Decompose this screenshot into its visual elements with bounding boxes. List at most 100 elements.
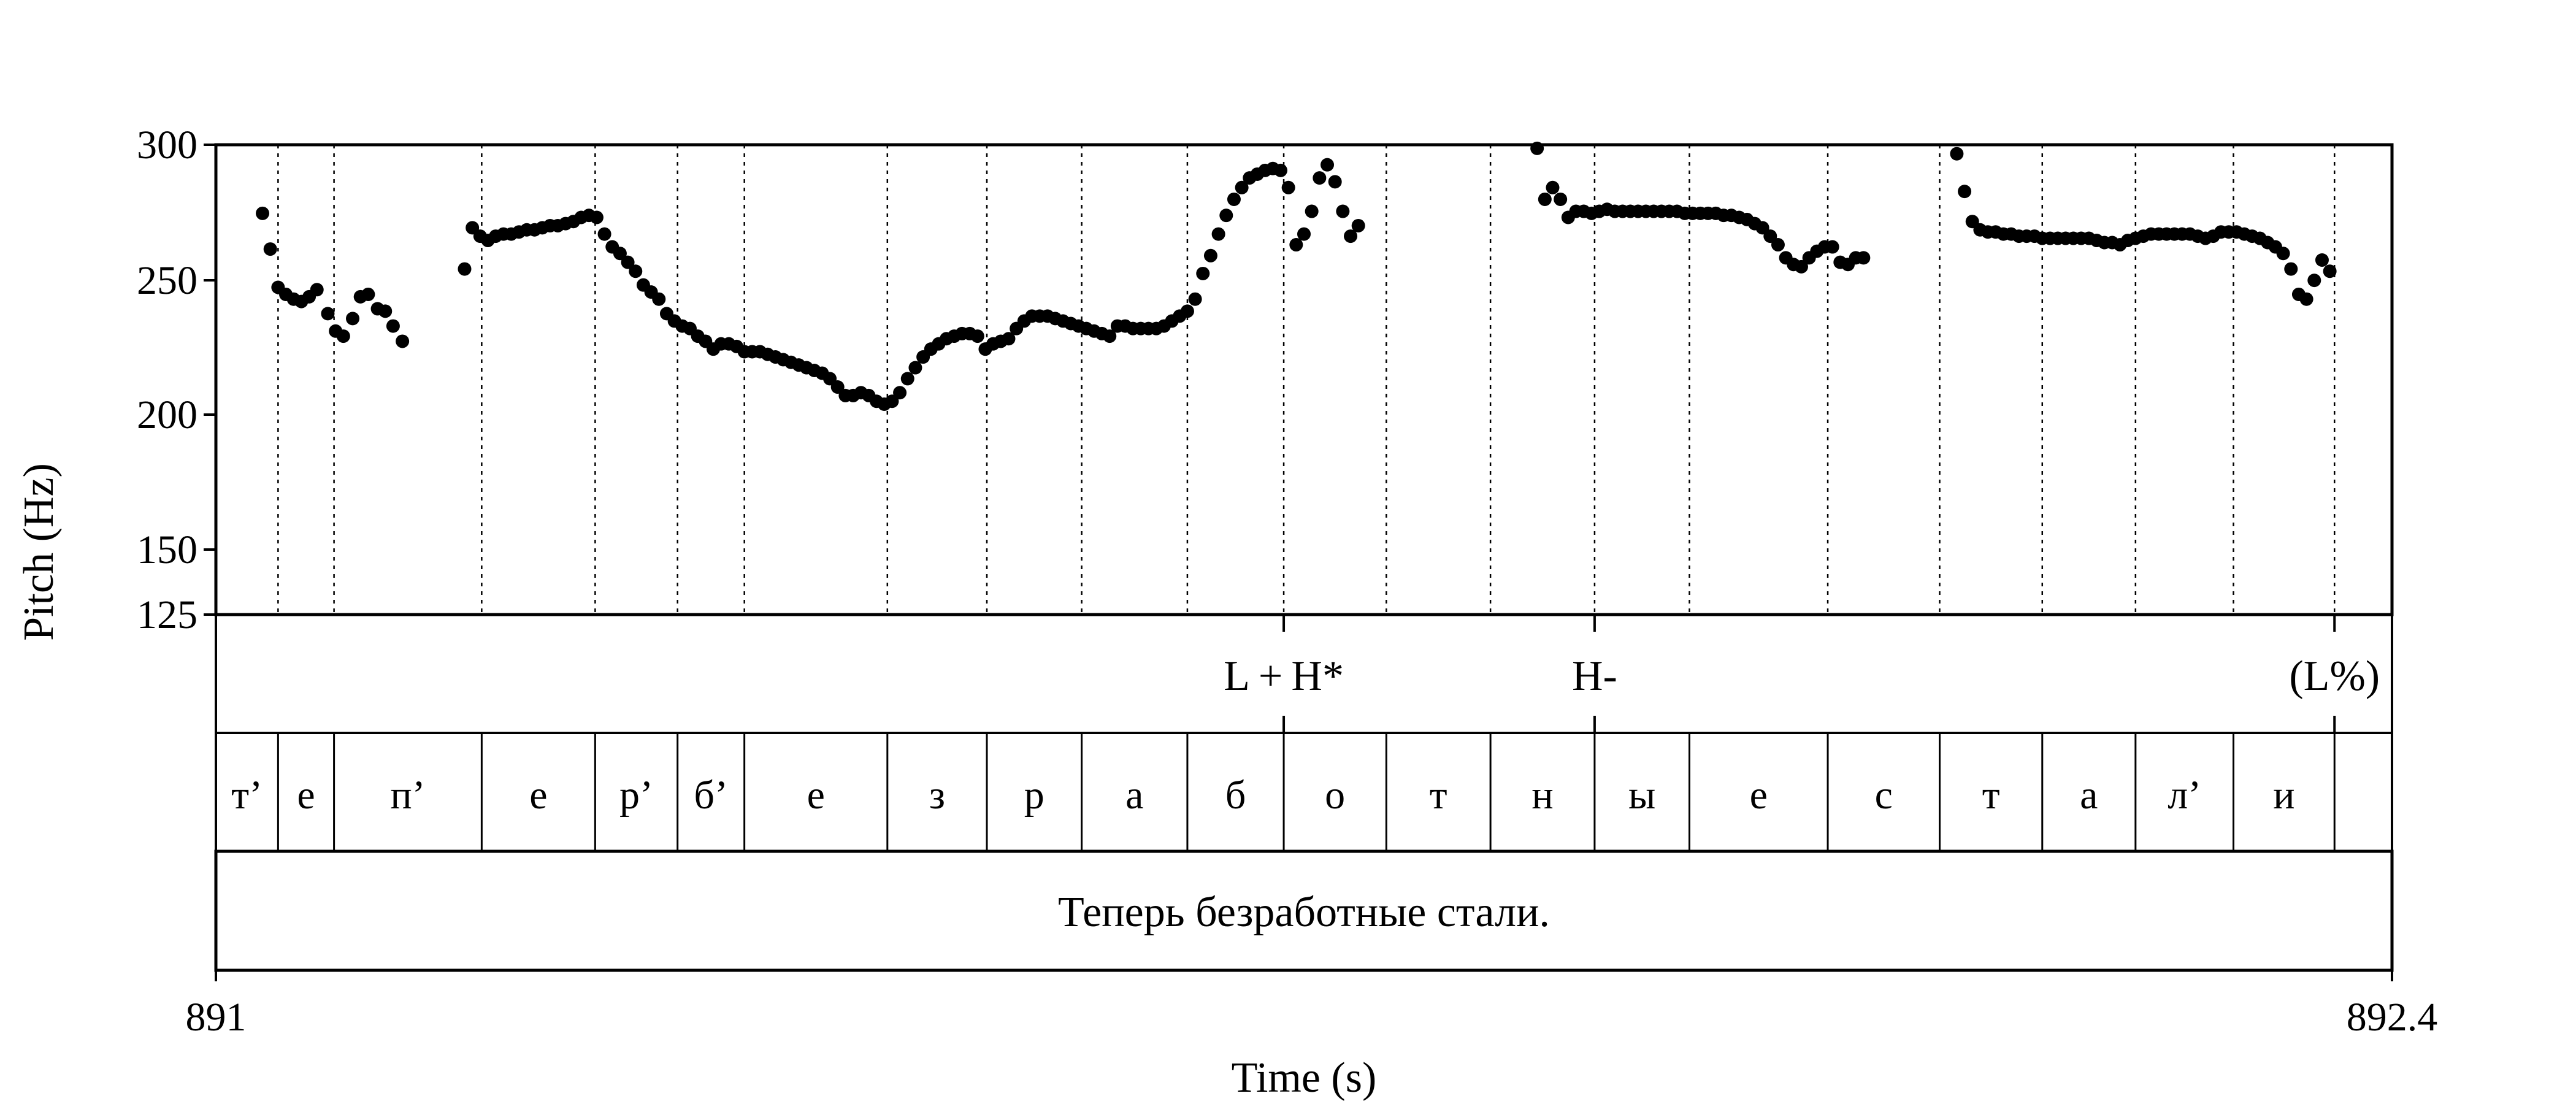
sentence-label: Теперь безработные стали. <box>1058 889 1550 936</box>
segment-label: о <box>1325 773 1345 818</box>
pitch-point <box>1771 238 1785 252</box>
segment-label: б <box>1225 773 1246 818</box>
pitch-point <box>378 304 393 318</box>
pitch-point <box>310 283 324 297</box>
pitch-point <box>2307 274 2321 288</box>
segment-tier: т’ е п’ е р’ б’ е з р а б о т н ы е с т а л’ и <box>231 733 2336 851</box>
tone-label: (L%) <box>2289 653 2380 700</box>
pitch-point <box>2315 253 2329 267</box>
pitch-point <box>1196 266 1210 280</box>
x-tick-label-start: 891 <box>186 995 247 1040</box>
tone-label: H- <box>1572 653 1617 700</box>
pitch-point <box>2323 264 2337 278</box>
sentence-tier-frame <box>214 849 2394 972</box>
pitch-point <box>256 206 270 220</box>
pitch-point <box>1554 192 1568 206</box>
segment-label: и <box>2273 773 2294 818</box>
pitch-point <box>1289 238 1303 252</box>
x-axis: 891 892.4 <box>186 970 2438 1040</box>
segment-label: а <box>1125 773 1143 818</box>
pitch-point <box>613 247 627 261</box>
segment-label: б’ <box>694 773 728 818</box>
pitch-point <box>1227 192 1241 206</box>
pitch-point <box>2299 292 2313 306</box>
pitch-point <box>1305 204 1319 218</box>
pitch-point <box>900 372 914 386</box>
segment-boundaries <box>277 145 2336 615</box>
pitch-point <box>1273 163 1287 177</box>
pitch-point <box>1857 251 1871 265</box>
segment-label: е <box>807 773 825 818</box>
pitch-point <box>970 329 984 343</box>
pitch-point <box>893 386 907 400</box>
pitch-point <box>346 312 360 326</box>
pitch-point <box>1336 204 1350 218</box>
pitch-point <box>1297 227 1311 241</box>
pitch-point <box>1344 229 1358 243</box>
pitch-point <box>386 319 400 333</box>
segment-label: е <box>297 773 315 818</box>
segment-label: т’ <box>231 773 263 818</box>
segment-label: т <box>1430 773 1447 818</box>
pitch-point <box>1002 332 1016 346</box>
segment-label: с <box>1875 773 1893 818</box>
x-tick-label-end: 892.4 <box>2347 995 2438 1040</box>
pitch-point <box>1180 304 1194 318</box>
pitch-point <box>1321 158 1335 172</box>
y-tick-label-200: 200 <box>137 393 197 437</box>
pitch-point <box>908 361 922 375</box>
pitch-point <box>1546 180 1560 194</box>
pitch-point <box>597 227 611 241</box>
segment-label: ы <box>1628 773 1655 818</box>
segment-label: п’ <box>390 773 425 818</box>
tone-label: L + H* <box>1224 653 1344 700</box>
segment-label: е <box>529 773 547 818</box>
pitch-point <box>458 262 472 276</box>
pitch-point <box>629 264 643 278</box>
pitch-point <box>1219 209 1233 223</box>
pitch-point <box>2276 247 2290 261</box>
pitch-point <box>1538 192 1552 206</box>
pitch-point <box>621 255 635 269</box>
pitch-point <box>1328 175 1342 189</box>
segment-label: р’ <box>619 773 653 818</box>
pitch-point <box>396 334 410 348</box>
segment-label: е <box>1750 773 1768 818</box>
pitch-point <box>361 287 375 301</box>
pitch-point <box>1188 292 1202 306</box>
pitch-point <box>885 394 899 408</box>
pitch-point <box>1958 185 1972 199</box>
pitch-point <box>1825 240 1839 254</box>
pitch-point <box>1313 171 1327 185</box>
pitch-point <box>589 210 604 224</box>
segment-label: з <box>929 773 945 818</box>
segment-label: а <box>2080 773 2098 818</box>
segment-label: т <box>1982 773 2000 818</box>
y-tick-label-150: 150 <box>137 527 197 572</box>
segment-label: р <box>1024 773 1045 818</box>
segment-label: н <box>1531 773 1553 818</box>
y-tick-label-125: 125 <box>137 592 197 637</box>
pitch-point <box>1763 229 1777 243</box>
x-axis-title: Time (s) <box>1232 1054 1377 1102</box>
pitch-point <box>1211 227 1225 241</box>
pitch-point <box>1281 180 1295 194</box>
pitch-point <box>2284 262 2298 276</box>
segment-label: л’ <box>2168 773 2201 818</box>
pitch-point <box>830 380 845 394</box>
tone-tier: L + H* H- (L%) <box>1224 615 2380 733</box>
pitch-point <box>1794 259 1808 274</box>
pitch-point <box>1235 180 1249 194</box>
pitch-points <box>256 141 2337 411</box>
y-tick-label-300: 300 <box>137 123 197 167</box>
pitch-point <box>263 242 277 256</box>
pitch-point <box>1351 218 1365 232</box>
pitch-point <box>336 329 350 343</box>
pitch-point <box>321 307 335 321</box>
pitch-point <box>652 292 666 306</box>
pitch-point <box>1203 248 1217 263</box>
y-tick-label-250: 250 <box>137 258 197 303</box>
y-axis-title: Pitch (Hz) <box>15 463 63 641</box>
